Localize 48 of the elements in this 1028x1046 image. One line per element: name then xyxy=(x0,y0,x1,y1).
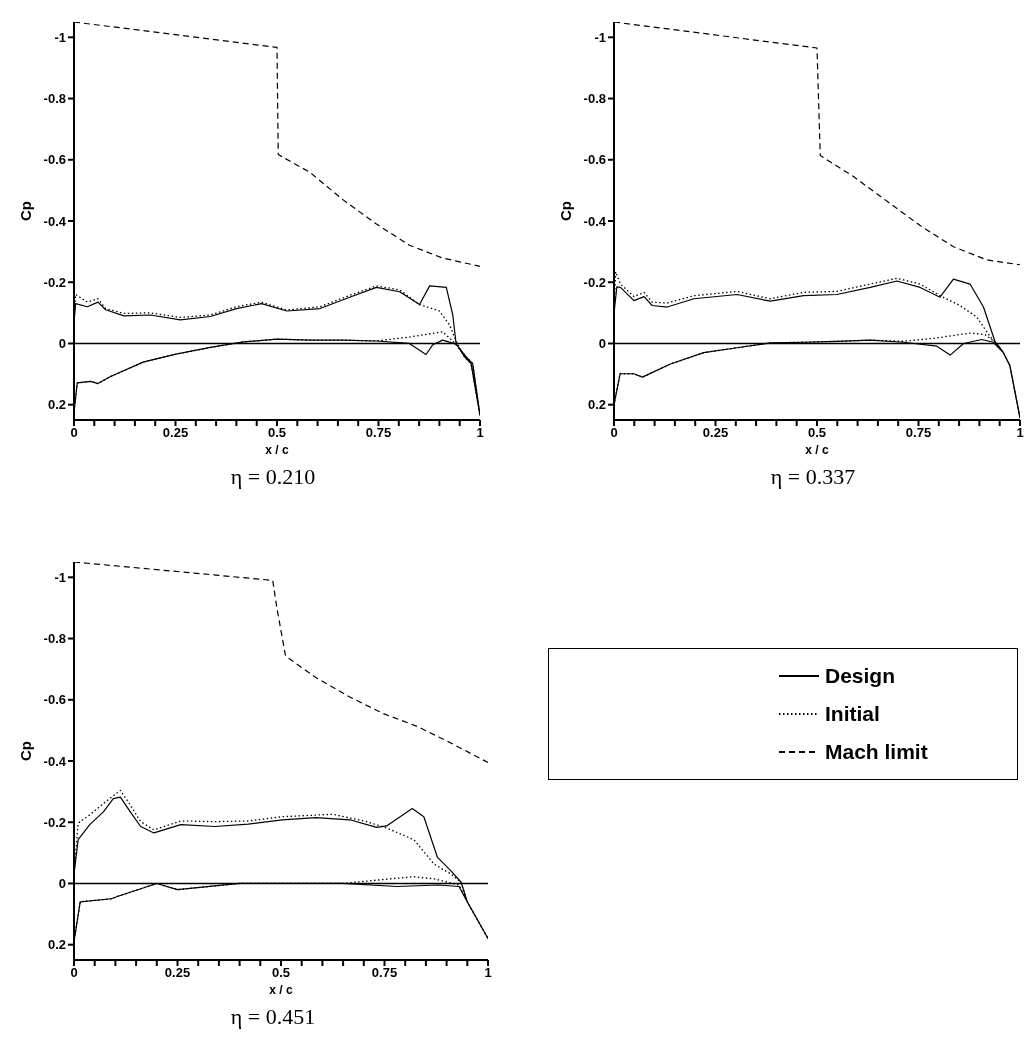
text: η = 0.451 xyxy=(229,1004,317,1030)
text: η = 0.337 xyxy=(769,464,857,490)
y-axis-title: Cp xyxy=(17,741,35,761)
y-tick-label: -0.8 xyxy=(583,91,606,107)
x-axis-title: x / c xyxy=(805,443,829,457)
y-tick-label: 0.2 xyxy=(587,397,606,413)
x-tick-label: 0.75 xyxy=(905,425,932,441)
y-tick-label: -1 xyxy=(54,569,66,585)
y-tick-label: -0.8 xyxy=(43,631,66,647)
x-tick-label: 0.75 xyxy=(371,965,398,981)
y-tick-label: 0 xyxy=(598,336,606,352)
x-tick-label: 0.25 xyxy=(164,965,191,981)
x-tick-label: 0.25 xyxy=(162,425,189,441)
y-tick-label: -0.2 xyxy=(43,814,66,830)
x-tick-label: 1 xyxy=(476,425,484,441)
x-tick-label: 0 xyxy=(70,425,78,441)
y-axis-title: Cp xyxy=(17,201,35,221)
y-tick-label: -0.2 xyxy=(43,274,66,290)
y-tick-label: -0.4 xyxy=(43,213,67,229)
y-tick-label: -0.2 xyxy=(583,274,606,290)
x-tick-label: 0.5 xyxy=(267,425,287,441)
y-tick-label: -0.4 xyxy=(43,753,67,769)
x-tick-label: 1 xyxy=(1016,425,1024,441)
text: η = 0.210 xyxy=(229,464,317,490)
x-axis-title: x / c xyxy=(269,983,293,997)
y-tick-label: -0.6 xyxy=(43,692,66,708)
y-tick-label: -0.6 xyxy=(583,152,606,168)
x-tick-label: 0 xyxy=(70,965,78,981)
y-tick-label: -1 xyxy=(594,29,606,45)
x-tick-label: 1 xyxy=(484,965,492,981)
y-axis-title: Cp xyxy=(557,201,575,221)
x-tick-label: 0.75 xyxy=(365,425,392,441)
x-tick-label: 0.5 xyxy=(271,965,291,981)
y-tick-label: -0.4 xyxy=(583,213,607,229)
y-tick-label: 0.2 xyxy=(47,397,66,413)
y-tick-label: 0.2 xyxy=(47,937,66,953)
x-tick-label: 0.5 xyxy=(807,425,827,441)
x-axis-title: x / c xyxy=(265,443,289,457)
x-tick-label: 0 xyxy=(610,425,618,441)
legend-label: Design xyxy=(825,664,896,688)
y-tick-label: -0.6 xyxy=(43,152,66,168)
legend-label: Mach limit xyxy=(825,740,928,764)
legend-label: Initial xyxy=(825,702,880,726)
y-tick-label: -1 xyxy=(54,29,66,45)
y-tick-label: 0 xyxy=(58,336,66,352)
x-tick-label: 0.25 xyxy=(702,425,729,441)
y-tick-label: 0 xyxy=(58,876,66,892)
y-tick-label: -0.8 xyxy=(43,91,66,107)
